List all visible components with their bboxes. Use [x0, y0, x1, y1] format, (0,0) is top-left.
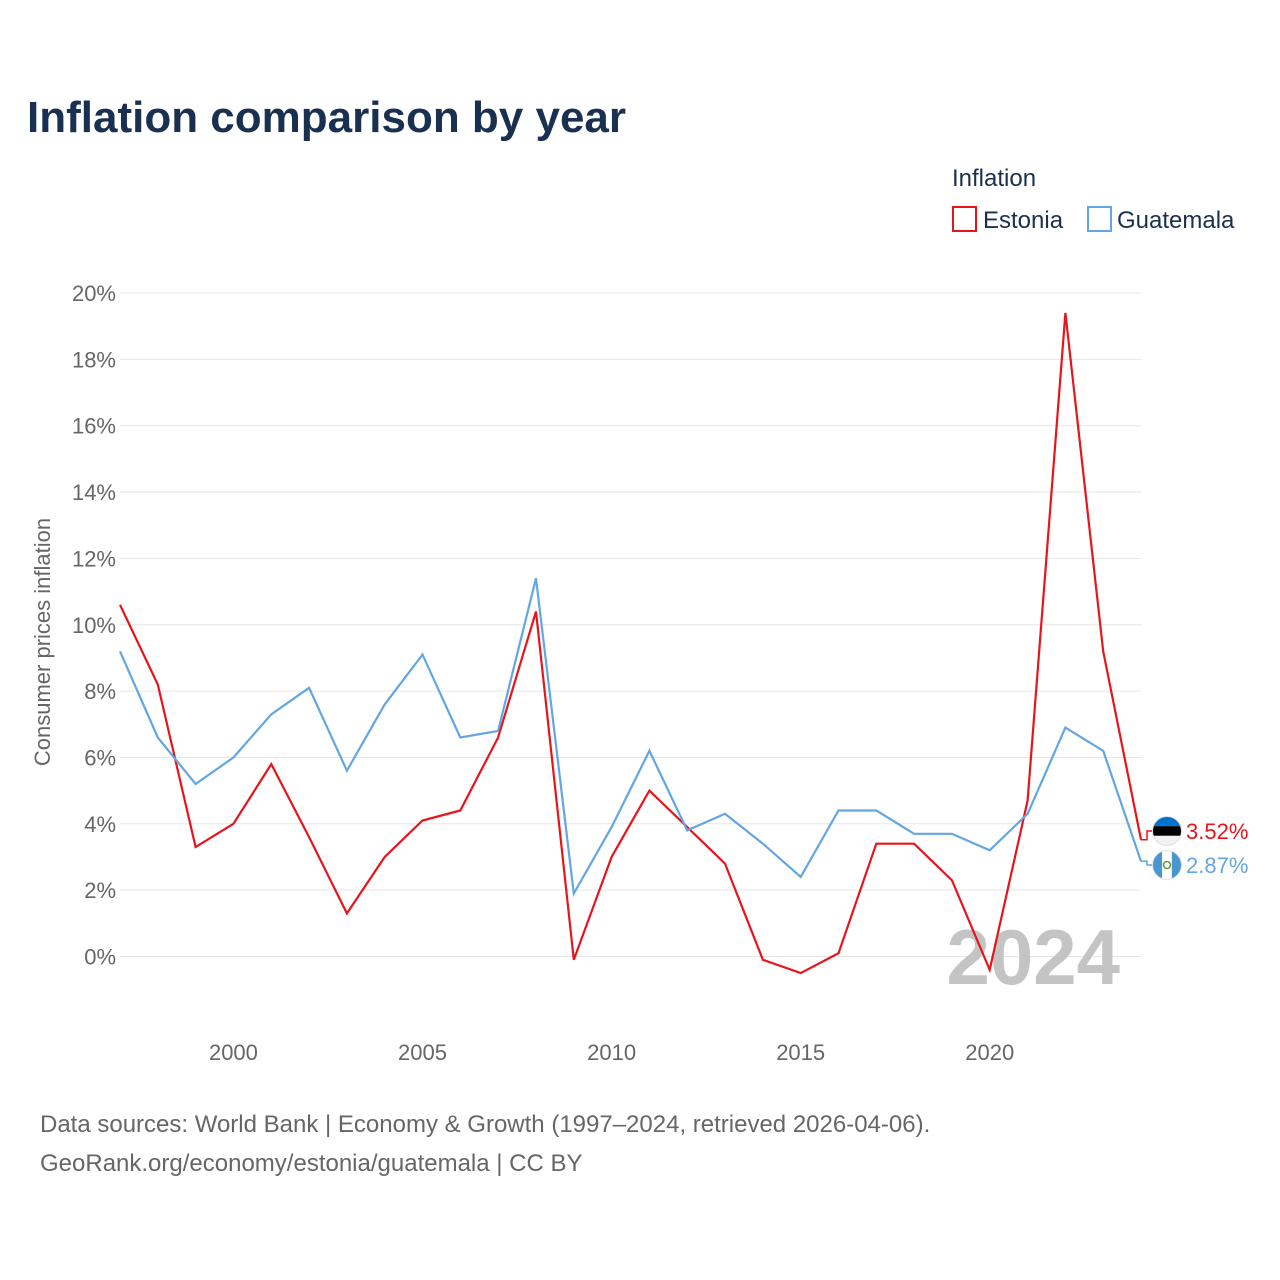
- series-line-estonia[interactable]: [119, 312, 1143, 975]
- y-tick-label: 16%: [72, 414, 116, 439]
- y-tick-label: 14%: [72, 480, 116, 505]
- y-tick-label: 20%: [72, 281, 116, 306]
- end-markers: 3.52% 2.87%: [1141, 816, 1248, 880]
- x-tick-labels: 2000 2005 2010 2015 2020: [209, 1040, 1014, 1065]
- leader-line-estonia: [1141, 830, 1152, 841]
- y-tick-label: 0%: [84, 945, 116, 970]
- y-tick-label: 18%: [72, 347, 116, 372]
- x-tick-label: 2020: [965, 1040, 1014, 1065]
- y-axis-label: Consumer prices inflation: [30, 518, 55, 766]
- year-watermark: 2024: [946, 913, 1120, 1001]
- x-tick-label: 2015: [776, 1040, 825, 1065]
- gridlines: [120, 292, 1141, 957]
- y-tick-label: 8%: [84, 679, 116, 704]
- legend-swatch-guatemala: [1087, 206, 1112, 232]
- end-label-estonia: 3.52%: [1186, 819, 1248, 844]
- series-lines: [118, 312, 1143, 975]
- legend-label-estonia: Estonia: [983, 207, 1064, 234]
- guatemala-flag-icon: [1152, 850, 1182, 880]
- legend-item-estonia[interactable]: Estonia: [952, 206, 1064, 234]
- series-line-guatemala[interactable]: [118, 578, 1143, 897]
- legend-label-guatemala: Guatemala: [1117, 207, 1235, 234]
- y-tick-labels: 0% 2% 4% 6% 8% 10% 12% 14% 16% 18% 20%: [72, 281, 116, 970]
- y-tick-label: 4%: [84, 812, 116, 837]
- end-label-guatemala: 2.87%: [1186, 853, 1248, 878]
- source-line-1: Data sources: World Bank | Economy & Gro…: [40, 1111, 930, 1138]
- y-tick-label: 10%: [72, 613, 116, 638]
- y-tick-label: 12%: [72, 546, 116, 571]
- chart-title: Inflation comparison by year: [27, 93, 626, 142]
- x-tick-label: 2010: [587, 1040, 636, 1065]
- estonia-flag-icon: [1152, 816, 1182, 846]
- x-tick-label: 2000: [209, 1040, 258, 1065]
- legend-item-guatemala[interactable]: Guatemala: [1087, 206, 1235, 234]
- legend-swatch-estonia: [952, 206, 977, 232]
- leader-line-guatemala: [1141, 860, 1152, 866]
- x-tick-label: 2005: [398, 1040, 447, 1065]
- source-line-2[interactable]: GeoRank.org/economy/estonia/guatemala | …: [40, 1150, 583, 1177]
- legend-title: Inflation: [952, 165, 1036, 192]
- y-tick-label: 6%: [84, 745, 116, 770]
- y-tick-label: 2%: [84, 878, 116, 903]
- legend: Inflation Estonia Guatemala: [952, 165, 1235, 234]
